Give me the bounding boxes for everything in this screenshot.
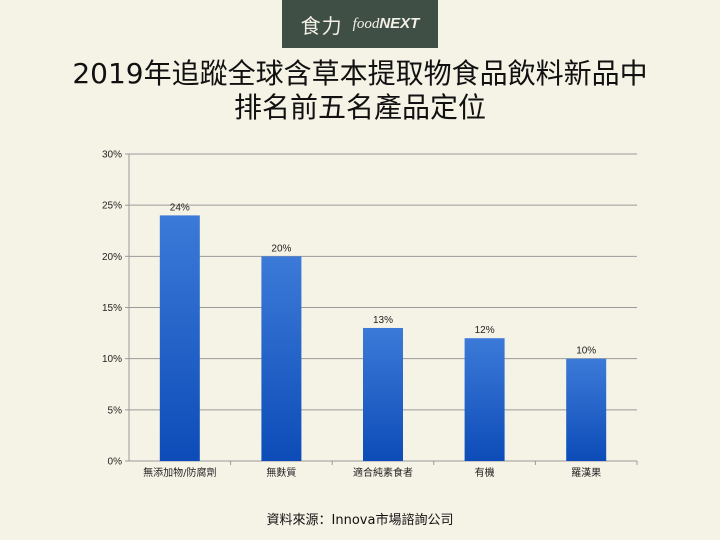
y-tick-label: 25% — [102, 201, 122, 212]
logo-chinese: 食力 — [300, 13, 343, 38]
source-note: 資料來源：Innova市場諮詢公司 — [266, 513, 454, 528]
chart-title-line-2: 排名前五名產品定位 — [233, 91, 486, 124]
y-tick-label: 5% — [108, 405, 123, 416]
bar — [363, 327, 403, 461]
y-tick-label: 30% — [102, 150, 122, 161]
x-tick-label: 羅漢果 — [571, 466, 601, 479]
logo-english-suffix: NEXT — [379, 15, 420, 32]
bar — [566, 358, 607, 461]
bar-value-label: 10% — [576, 346, 596, 357]
bar-value-label: 20% — [271, 243, 291, 254]
x-tick-label: 適合純素食者 — [353, 466, 413, 479]
bar-value-label: 24% — [170, 202, 190, 213]
y-tick-label: 15% — [102, 303, 122, 314]
brand-logo: 食力 foodNEXT — [282, 0, 438, 48]
bar — [261, 256, 302, 461]
y-tick-label: 10% — [102, 354, 122, 365]
bar — [464, 338, 505, 461]
y-tick-label: 20% — [102, 252, 122, 263]
bar — [159, 215, 200, 461]
chart-title-line-1: 2019年追蹤全球含草本提取物食品飲料新品中 — [72, 57, 648, 90]
bar-value-label: 13% — [373, 315, 393, 326]
x-tick-label: 有機 — [475, 466, 495, 479]
x-tick-label: 無添加物/防腐劑 — [143, 466, 216, 479]
y-tick-label: 0% — [108, 457, 123, 468]
chart-title: 2019年追蹤全球含草本提取物食品飲料新品中 排名前五名產品定位 — [0, 57, 720, 125]
logo-english: foodNEXT — [353, 15, 420, 33]
bar-value-label: 12% — [475, 325, 495, 336]
logo-english-prefix: food — [352, 16, 380, 32]
x-tick-label: 無麩質 — [266, 466, 296, 479]
